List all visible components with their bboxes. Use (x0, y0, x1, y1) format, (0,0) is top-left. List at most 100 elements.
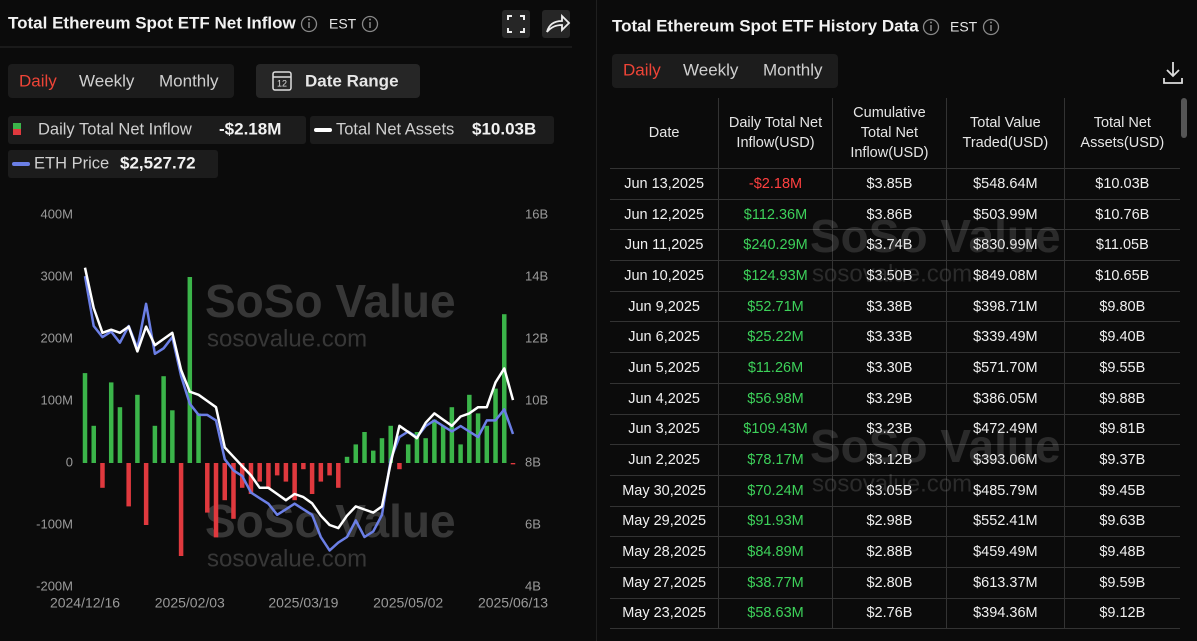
table-cell: $3.38B (831, 291, 947, 323)
table-cell: $830.99M (946, 229, 1065, 262)
bar (327, 463, 332, 476)
table-cell: $393.06M (946, 444, 1065, 476)
bar (388, 425, 393, 463)
column-header: Daily Total Net Inflow(USD) (718, 98, 833, 169)
tab[interactable]: Daily (623, 60, 661, 79)
bar (100, 463, 105, 488)
bar (458, 444, 463, 463)
legend-value: $10.03B (472, 119, 536, 138)
table-row: May 23,2025 $58.63M $2.76B $394.36M $9.12B (610, 598, 1180, 630)
table-cell: May 30,2025 (610, 475, 719, 507)
table-cell: $10.65B (1063, 260, 1180, 292)
legend-label[interactable]: Daily Total Net Inflow (38, 120, 192, 138)
panel-bg (0, 0, 597, 641)
tab[interactable]: Daily (19, 71, 57, 90)
left-panel: Total Ethereum Spot ETF Net Inflow EST D… (0, 0, 597, 641)
bar (502, 314, 507, 463)
table-cell: Jun 6,2025 (610, 321, 719, 354)
bar (353, 444, 359, 463)
table-cell: Jun 4,2025 (610, 383, 719, 415)
watermark-text: SoSo Value (205, 495, 456, 547)
y-tick-label: 400M (40, 206, 73, 221)
legend-swatch (13, 123, 21, 129)
y2-tick-label: 6B (525, 516, 541, 531)
table-cell: $9.45B (1063, 475, 1180, 507)
fullscreen-button[interactable] (502, 10, 530, 38)
table-cell: $10.76B (1063, 199, 1180, 231)
table-cell: $9.59B (1063, 567, 1180, 599)
download-button[interactable] (1163, 62, 1183, 84)
table-cell: $394.36M (946, 598, 1065, 630)
table-cell: Jun 2,2025 (610, 444, 719, 476)
table-cell: $124.93M (718, 260, 833, 292)
table-cell: $3.85B (831, 168, 947, 200)
bar (82, 373, 88, 463)
tab-group (612, 54, 838, 88)
table-cell: $9.63B (1063, 506, 1180, 538)
table-row: May 28,2025 $84.89M $2.88B $459.49M $9.48B (610, 536, 1180, 568)
y2-tick-label: 12B (525, 330, 548, 345)
bar (152, 425, 158, 463)
table-cell: Jun 12,2025 (610, 199, 719, 231)
y-tick-label: 300M (40, 268, 73, 283)
table-cell: $9.12B (1063, 598, 1180, 630)
table-cell: $849.08M (946, 260, 1065, 292)
table-cell: $84.89M (718, 536, 833, 568)
table-cell: $78.17M (718, 444, 833, 476)
table-cell: Jun 13,2025 (610, 168, 719, 200)
info-icon[interactable] (361, 15, 379, 33)
bar (187, 277, 193, 463)
legend-value: -$2.18M (219, 119, 281, 138)
table-row: Jun 9,2025 $52.71M $3.38B $398.71M $9.80B (610, 291, 1180, 323)
table-row: May 27,2025 $38.77M $2.80B $613.37M $9.59B (610, 567, 1180, 599)
table-cell: $2.76B (831, 598, 947, 630)
bar (196, 413, 201, 463)
timezone: EST (329, 16, 357, 32)
info-icon[interactable] (922, 18, 940, 36)
tab[interactable]: Monthly (159, 71, 219, 90)
share-button[interactable] (542, 10, 571, 38)
table-cell: -$2.18M (718, 168, 833, 200)
scrollbar[interactable] (1181, 98, 1187, 138)
table-cell: $3.50B (831, 260, 947, 292)
bar (467, 394, 472, 463)
legend-value: $2,527.72 (120, 153, 196, 172)
bar (309, 463, 315, 494)
tab[interactable]: Weekly (683, 60, 739, 79)
table-cell: $2.98B (831, 506, 947, 538)
tab[interactable]: Weekly (79, 71, 135, 90)
bar (336, 463, 341, 488)
table-cell: $9.37B (1063, 444, 1180, 476)
table-cell: $240.29M (718, 229, 833, 262)
bar (274, 463, 280, 476)
table-cell: $9.80B (1063, 291, 1180, 323)
bar (178, 463, 184, 556)
table-cell: $52.71M (718, 291, 833, 323)
watermark-url: sosovalue.com (207, 545, 367, 572)
table-cell: $472.49M (946, 414, 1065, 446)
table-cell: $2.88B (831, 536, 947, 568)
legend-label[interactable]: Total Net Assets (336, 120, 454, 138)
date-range-button[interactable]: 12 Date Range (256, 64, 420, 98)
legend: Daily Total Net Inflow -$2.18M Total Net… (8, 116, 554, 178)
bar (108, 382, 114, 463)
legend-label[interactable]: ETH Price (34, 154, 109, 172)
bar (205, 463, 210, 513)
table-row: Jun 11,2025 $240.29M $3.74B $830.99M $11.05B (610, 229, 1180, 262)
info-icon[interactable] (982, 18, 1000, 36)
table-cell: May 23,2025 (610, 598, 719, 630)
table-cell: $9.81B (1063, 414, 1180, 446)
bar (213, 463, 219, 538)
bar (405, 444, 411, 463)
bar (143, 463, 149, 525)
panel-title: Total Ethereum Spot ETF Net Inflow (8, 13, 297, 32)
bar (301, 463, 306, 470)
table-cell: May 28,2025 (610, 536, 719, 568)
watermark: SoSo Value sosovalue.com SoSo Value soso… (205, 275, 456, 572)
table-cell: $548.64M (946, 168, 1065, 200)
table-row: May 30,2025 $70.24M $3.05B $485.79M $9.45B (610, 475, 1180, 507)
tab[interactable]: Monthly (763, 60, 823, 79)
table-cell: $9.48B (1063, 536, 1180, 568)
table-cell: $10.03B (1063, 168, 1180, 200)
info-icon[interactable] (300, 15, 318, 33)
